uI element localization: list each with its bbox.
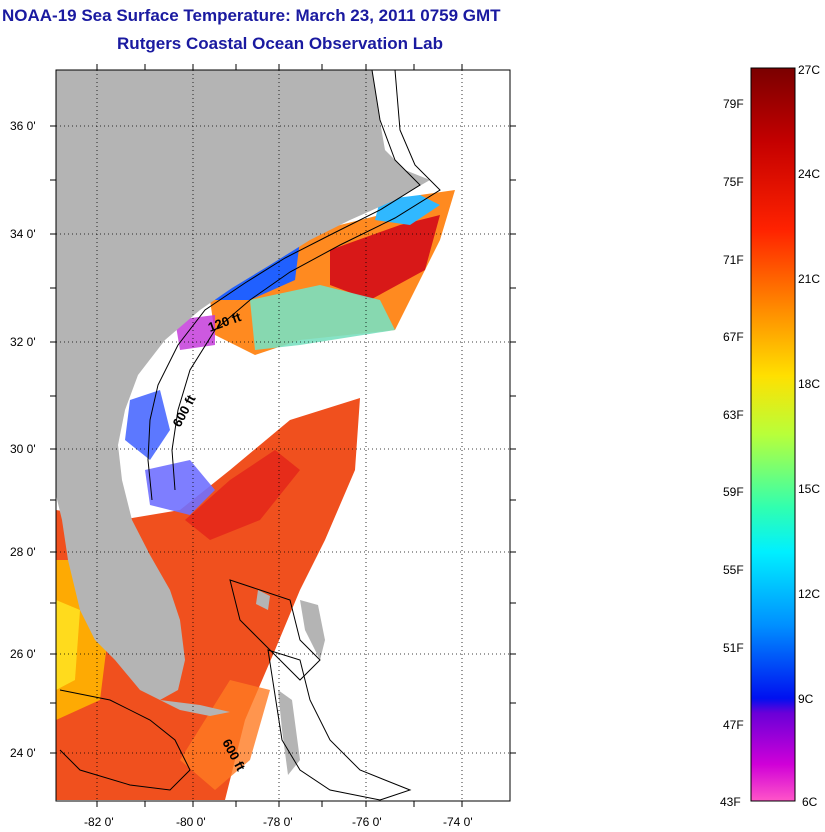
colorbar-f-label: 43F bbox=[720, 795, 741, 809]
colorbar-f-label: 55F bbox=[723, 563, 744, 577]
lon-label: -78 0' bbox=[263, 815, 293, 829]
lon-label: -80 0' bbox=[176, 815, 206, 829]
axis-ticks bbox=[50, 64, 516, 807]
lat-label: 28 0' bbox=[10, 545, 36, 559]
map-subtitle: Rutgers Coastal Ocean Observation Lab bbox=[117, 34, 443, 53]
colorbar-f-label: 71F bbox=[723, 253, 744, 267]
colorbar-c-label: 9C bbox=[798, 692, 814, 706]
longitude-labels: -82 0' -80 0' -78 0' -76 0' -74 0' bbox=[84, 815, 473, 829]
lat-label: 36 0' bbox=[10, 119, 36, 133]
colorbar-c-label: 27C bbox=[798, 63, 820, 77]
lon-label: -76 0' bbox=[352, 815, 382, 829]
latitude-labels: 36 0' 34 0' 32 0' 30 0' 28 0' 26 0' 24 0… bbox=[10, 119, 36, 760]
lat-label: 24 0' bbox=[10, 746, 36, 760]
graticule bbox=[56, 70, 510, 800]
colorbar-f-label: 79F bbox=[723, 97, 744, 111]
colorbar-c-label: 6C bbox=[802, 795, 818, 809]
colorbar-f-label: 75F bbox=[723, 175, 744, 189]
colorbar-f-label: 67F bbox=[723, 330, 744, 344]
colorbar-c-label: 21C bbox=[798, 272, 820, 286]
land-southeast-us bbox=[56, 70, 430, 700]
map-title: NOAA-19 Sea Surface Temperature: March 2… bbox=[2, 6, 501, 25]
colorbar-fahrenheit-labels: 79F 75F 71F 67F 63F 59F 55F 51F 47F 43F bbox=[720, 97, 744, 809]
sst-swath-south bbox=[56, 398, 360, 800]
lat-label: 26 0' bbox=[10, 647, 36, 661]
colorbar-c-label: 24C bbox=[798, 167, 820, 181]
colorbar-c-label: 12C bbox=[798, 587, 820, 601]
map-canvas: 120 ft 600 ft 600 ft bbox=[56, 70, 510, 801]
lat-label: 30 0' bbox=[10, 442, 36, 456]
temperature-colorbar bbox=[750, 67, 796, 802]
lat-label: 32 0' bbox=[10, 335, 36, 349]
colorbar-c-label: 15C bbox=[798, 482, 820, 496]
lon-label: -82 0' bbox=[84, 815, 114, 829]
colorbar-f-label: 51F bbox=[723, 641, 744, 655]
land-bahamas bbox=[256, 590, 325, 775]
lon-label: -74 0' bbox=[443, 815, 473, 829]
colorbar-c-label: 18C bbox=[798, 377, 820, 391]
map-frame bbox=[55, 69, 511, 802]
colorbar-f-label: 47F bbox=[723, 718, 744, 732]
colorbar-f-label: 63F bbox=[723, 408, 744, 422]
colorbar-f-label: 59F bbox=[723, 485, 744, 499]
colorbar-celsius-labels: 27C 24C 21C 18C 15C 12C 9C 6C bbox=[798, 63, 820, 809]
lat-label: 34 0' bbox=[10, 227, 36, 241]
